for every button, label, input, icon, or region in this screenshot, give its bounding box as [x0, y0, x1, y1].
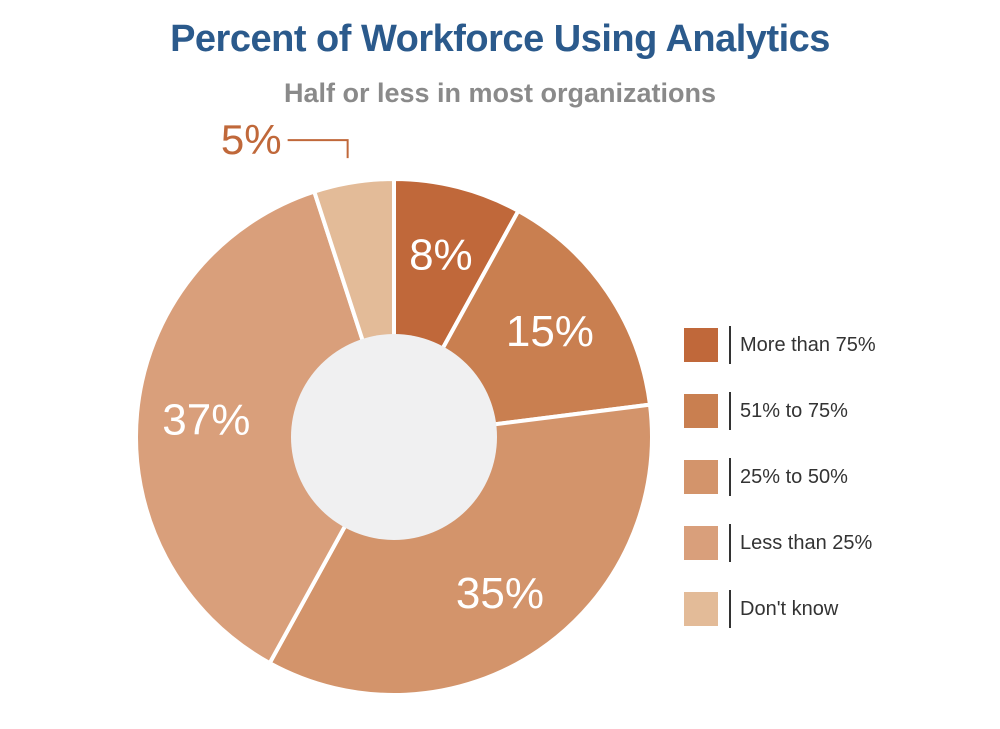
legend-swatch: [684, 460, 718, 494]
legend-divider: [729, 590, 731, 628]
slice-label-25-to-50: 35%: [456, 569, 544, 618]
slice-label-51-to-75: 15%: [506, 307, 594, 356]
slice-25-to-50: [266, 402, 654, 697]
legend-label: Less than 25%: [740, 532, 873, 554]
legend-label: More than 75%: [740, 334, 876, 356]
legend-label: 51% to 75%: [740, 400, 848, 422]
legend-label: 25% to 50%: [740, 466, 848, 488]
legend-divider: [729, 458, 731, 496]
legend-swatch: [684, 592, 718, 626]
legend-label: Don't know: [740, 598, 839, 620]
slice-label-more-than-75: 8%: [409, 230, 473, 279]
callout-leader-line: [287, 139, 349, 159]
slice-label-less-than-25: 37%: [162, 395, 250, 444]
legend-divider: [729, 326, 731, 364]
legend-swatch: [684, 526, 718, 560]
legend-divider: [729, 524, 731, 562]
slice-label-dont-know: 5%: [221, 116, 282, 163]
legend-divider: [729, 392, 731, 430]
legend-swatch: [684, 328, 718, 362]
legend-swatch: [684, 394, 718, 428]
chart-title: Percent of Workforce Using Analytics: [170, 18, 830, 60]
slice-less-than-25: [134, 189, 397, 666]
donut-hole: [291, 334, 497, 540]
chart-subtitle: Half or less in most organizations: [283, 78, 717, 108]
